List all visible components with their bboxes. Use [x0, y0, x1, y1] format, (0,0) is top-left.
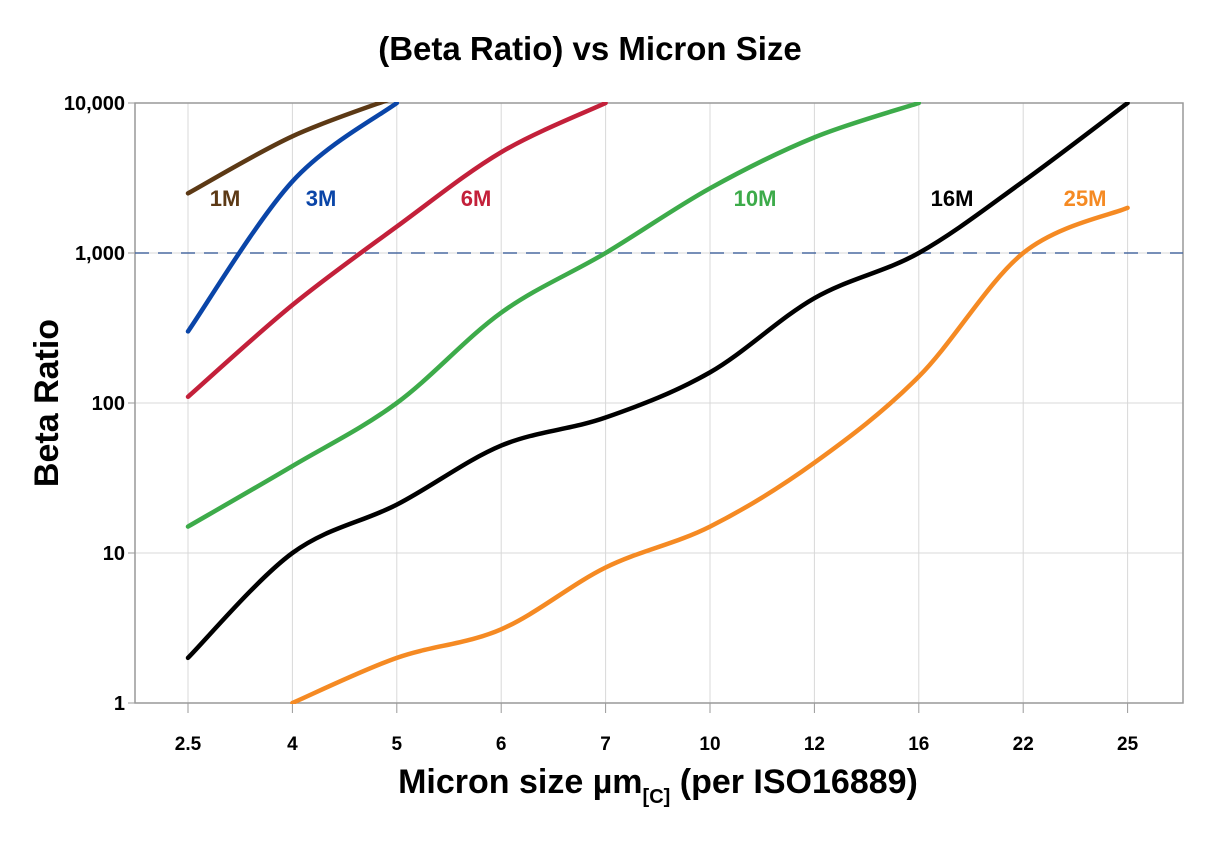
- series-line-10m: [185, 102, 922, 529]
- series-line-1m: [185, 102, 390, 196]
- x-tick-label: 2.5: [175, 734, 202, 755]
- y-axis-label: Beta Ratio: [28, 319, 66, 487]
- series-label-6m: 6M: [461, 186, 492, 211]
- series-label-16m: 16M: [931, 186, 974, 211]
- series-label-3m: 3M: [306, 186, 337, 211]
- series-label-10m: 10M: [734, 186, 777, 211]
- x-tick-label: 22: [1013, 734, 1034, 755]
- x-axis-label-main: Micron size µm: [398, 763, 642, 801]
- series-line-16m: [185, 102, 1130, 661]
- x-tick-label: 7: [600, 734, 611, 755]
- series-label-25m: 25M: [1064, 186, 1107, 211]
- y-tick-label: 100: [92, 393, 125, 415]
- series-line-25m: [290, 205, 1130, 704]
- x-axis-label-subscript: [C]: [643, 786, 671, 808]
- x-tick-label: 5: [392, 734, 403, 755]
- series-line-6m: [185, 102, 608, 400]
- x-tick-label: 16: [908, 734, 929, 755]
- x-tick-label: 4: [287, 734, 298, 755]
- y-tick-label: 10: [103, 543, 125, 565]
- x-tick-label: 25: [1117, 734, 1139, 755]
- x-axis-label: Micron size µm[C] (per ISO16889): [398, 763, 918, 808]
- x-axis-label-suffix: (per ISO16889): [670, 763, 918, 801]
- y-tick-label: 10,000: [64, 93, 125, 115]
- y-tick-label: 1: [114, 693, 125, 715]
- x-tick-label: 6: [496, 734, 507, 755]
- y-tick-label: 1,000: [75, 243, 125, 265]
- series-line-3m: [185, 102, 400, 334]
- series-label-1m: 1M: [210, 186, 241, 211]
- chart-title: (Beta Ratio) vs Micron Size: [378, 30, 802, 67]
- x-tick-label: 10: [699, 734, 720, 755]
- x-tick-label: 12: [804, 734, 825, 755]
